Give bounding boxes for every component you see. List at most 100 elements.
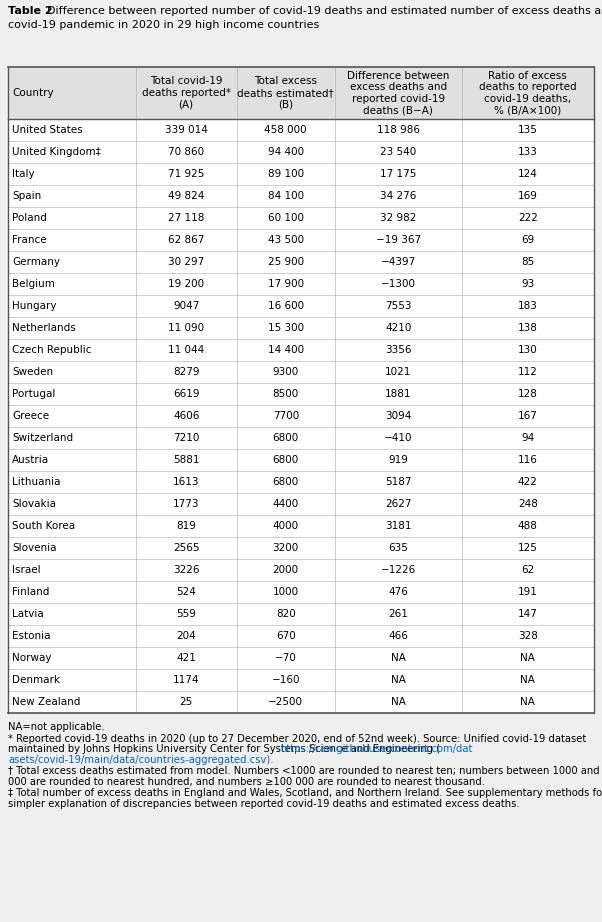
Text: 133: 133	[518, 147, 538, 157]
Text: 93: 93	[521, 279, 535, 289]
Text: South Korea: South Korea	[12, 521, 75, 531]
Text: 85: 85	[521, 257, 535, 267]
Text: 27 118: 27 118	[168, 213, 204, 223]
Text: Slovakia: Slovakia	[12, 499, 56, 509]
Text: 49 824: 49 824	[168, 191, 204, 201]
Text: 6619: 6619	[173, 389, 199, 399]
Text: Country: Country	[12, 88, 54, 98]
Text: Spain: Spain	[12, 191, 42, 201]
Text: 8279: 8279	[173, 367, 199, 377]
Text: 124: 124	[518, 169, 538, 179]
Text: 222: 222	[518, 213, 538, 223]
Text: 183: 183	[518, 301, 538, 311]
Text: −2500: −2500	[268, 697, 303, 707]
Text: 421: 421	[176, 653, 196, 663]
Text: 43 500: 43 500	[268, 235, 304, 245]
Text: −4397: −4397	[380, 257, 416, 267]
Text: 147: 147	[518, 609, 538, 619]
Text: Estonia: Estonia	[12, 631, 51, 641]
Text: 70 860: 70 860	[168, 147, 204, 157]
Text: Ratio of excess
deaths to reported
covid-19 deaths,
% (B/A×100): Ratio of excess deaths to reported covid…	[479, 71, 577, 115]
Text: 458 000: 458 000	[264, 125, 307, 135]
Text: 4400: 4400	[273, 499, 299, 509]
Text: 94: 94	[521, 433, 535, 443]
Text: Austria: Austria	[12, 455, 49, 465]
Text: Slovenia: Slovenia	[12, 543, 57, 553]
Text: Norway: Norway	[12, 653, 52, 663]
Text: 15 300: 15 300	[268, 323, 304, 333]
Text: 4000: 4000	[273, 521, 299, 531]
Text: 6800: 6800	[273, 477, 299, 487]
Text: 6800: 6800	[273, 433, 299, 443]
Text: 135: 135	[518, 125, 538, 135]
Text: 476: 476	[388, 587, 408, 597]
Text: Lithuania: Lithuania	[12, 477, 60, 487]
Text: France: France	[12, 235, 46, 245]
Text: 17 900: 17 900	[268, 279, 304, 289]
Text: 7553: 7553	[385, 301, 412, 311]
Text: 1000: 1000	[273, 587, 299, 597]
Text: 422: 422	[518, 477, 538, 487]
Text: 25 900: 25 900	[268, 257, 304, 267]
Text: NA: NA	[391, 653, 406, 663]
Text: 9300: 9300	[273, 367, 299, 377]
Text: asets/covid-19/main/data/countries-aggregated.csv).: asets/covid-19/main/data/countries-aggre…	[8, 754, 273, 764]
Text: 3200: 3200	[273, 543, 299, 553]
Bar	[8, 67, 594, 713]
Text: 1881: 1881	[385, 389, 412, 399]
Text: Sweden: Sweden	[12, 367, 53, 377]
Text: 71 925: 71 925	[168, 169, 204, 179]
Text: United States: United States	[12, 125, 82, 135]
Text: 339 014: 339 014	[165, 125, 208, 135]
Text: 169: 169	[518, 191, 538, 201]
Text: 3226: 3226	[173, 565, 199, 575]
Text: ‡ Total number of excess deaths in England and Wales, Scotland, and Northern Ire: ‡ Total number of excess deaths in Engla…	[8, 788, 602, 798]
Text: Israel: Israel	[12, 565, 40, 575]
Text: 6800: 6800	[273, 455, 299, 465]
Text: 89 100: 89 100	[268, 169, 304, 179]
Text: covid-19 pandemic in 2020 in 29 high income countries: covid-19 pandemic in 2020 in 29 high inc…	[8, 20, 319, 30]
Text: 9047: 9047	[173, 301, 199, 311]
Text: 69: 69	[521, 235, 535, 245]
Text: 466: 466	[388, 631, 408, 641]
Text: 16 600: 16 600	[268, 301, 304, 311]
Text: NA: NA	[520, 675, 535, 685]
Text: 23 540: 23 540	[380, 147, 417, 157]
Text: 670: 670	[276, 631, 296, 641]
Text: New Zealand: New Zealand	[12, 697, 81, 707]
Text: Netherlands: Netherlands	[12, 323, 76, 333]
Text: 128: 128	[518, 389, 538, 399]
Text: Denmark: Denmark	[12, 675, 60, 685]
Text: NA: NA	[391, 697, 406, 707]
Text: 14 400: 14 400	[268, 345, 304, 355]
Text: Czech Republic: Czech Republic	[12, 345, 92, 355]
Text: 000 are rounded to nearest hundred, and numbers ≥100 000 are rounded to nearest : 000 are rounded to nearest hundred, and …	[8, 776, 485, 786]
Text: 3181: 3181	[385, 521, 412, 531]
Text: United Kingdom‡: United Kingdom‡	[12, 147, 101, 157]
Text: 17 175: 17 175	[380, 169, 417, 179]
Text: 2627: 2627	[385, 499, 412, 509]
Text: NA: NA	[391, 675, 406, 685]
Text: 8500: 8500	[273, 389, 299, 399]
Text: 488: 488	[518, 521, 538, 531]
Text: 130: 130	[518, 345, 538, 355]
Text: NA: NA	[520, 697, 535, 707]
Text: 34 276: 34 276	[380, 191, 417, 201]
Text: 328: 328	[518, 631, 538, 641]
Text: 62 867: 62 867	[168, 235, 204, 245]
Text: 112: 112	[518, 367, 538, 377]
Text: −70: −70	[275, 653, 297, 663]
Text: 60 100: 60 100	[268, 213, 304, 223]
Text: 919: 919	[388, 455, 408, 465]
Text: 4606: 4606	[173, 411, 199, 421]
Text: 167: 167	[518, 411, 538, 421]
Text: 2000: 2000	[273, 565, 299, 575]
Text: Switzerland: Switzerland	[12, 433, 73, 443]
Text: 5187: 5187	[385, 477, 412, 487]
Text: 1174: 1174	[173, 675, 199, 685]
Text: −1300: −1300	[381, 279, 416, 289]
Text: 84 100: 84 100	[268, 191, 304, 201]
Text: 524: 524	[176, 587, 196, 597]
Text: 30 297: 30 297	[168, 257, 204, 267]
Text: Table 2: Table 2	[8, 6, 52, 16]
